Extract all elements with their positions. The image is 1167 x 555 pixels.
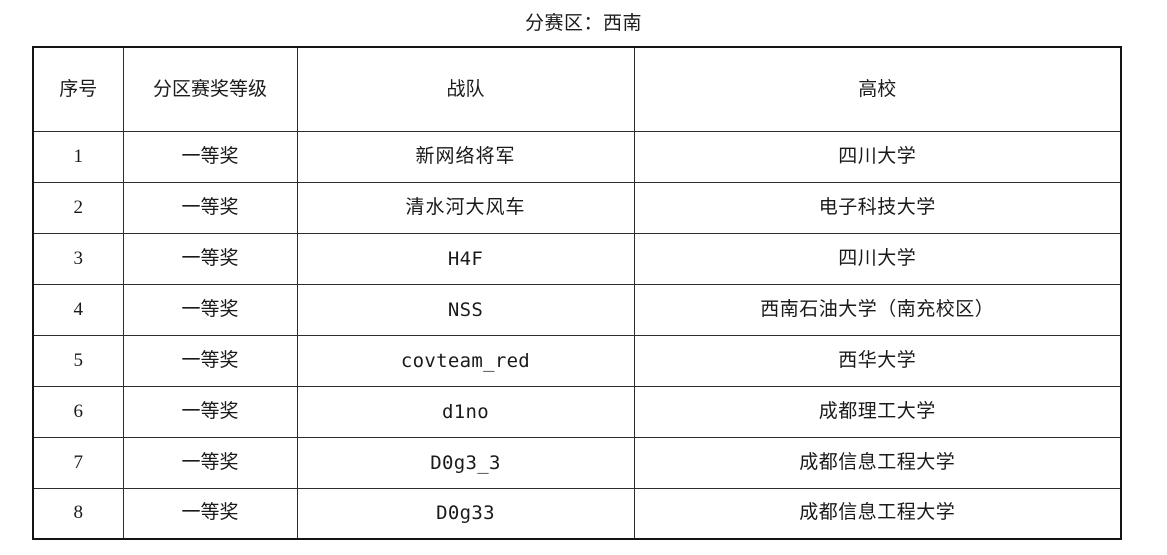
cell-index: 8 — [32, 487, 124, 540]
table-row: 5 一等奖 covteam_red 西华大学 — [32, 334, 1122, 387]
cell-award-level: 一等奖 — [122, 385, 298, 438]
cell-index: 4 — [32, 283, 124, 336]
cell-index: 5 — [32, 334, 124, 387]
column-header-award: 分区赛奖等级 — [122, 46, 298, 132]
cell-index: 1 — [32, 130, 124, 183]
page-title: 分赛区：西南 — [524, 12, 642, 34]
column-header-team: 战队 — [296, 46, 635, 132]
table-row: 7 一等奖 D0g3_3 成都信息工程大学 — [32, 436, 1122, 489]
table-row: 3 一等奖 H4F 四川大学 — [32, 232, 1122, 285]
cell-team-name: H4F — [296, 232, 635, 285]
table-row: 8 一等奖 D0g33 成都信息工程大学 — [32, 487, 1122, 540]
cell-award-level: 一等奖 — [122, 283, 298, 336]
table-header-row: 序号 分区赛奖等级 战队 高校 — [32, 46, 1122, 132]
cell-team-name: covteam_red — [296, 334, 635, 387]
award-table: 序号 分区赛奖等级 战队 高校 1 一等奖 新网络将军 四川大学 2 一等奖 清水河大风车电… — [32, 46, 1122, 540]
cell-team-name: D0g33 — [296, 487, 635, 540]
table-header: 序号 分区赛奖等级 战队 高校 — [32, 46, 1122, 132]
table-body: 1 一等奖 新网络将军 四川大学 2 一等奖 清水河大风车 电子科技大学 3 一等奖 H4F 四川大学… — [32, 130, 1122, 540]
cell-team-name: NSS — [296, 283, 635, 336]
cell-school-name: 四川大学 — [633, 232, 1122, 285]
table-row: 1 一等奖 新网络将军 四川大学 — [32, 130, 1122, 183]
cell-award-level: 一等奖 — [122, 130, 298, 183]
cell-team-name: d1no — [296, 385, 635, 438]
cell-team-name: D0g3_3 — [296, 436, 635, 489]
cell-award-level: 一等奖 — [122, 232, 298, 285]
award-table-container: 序号 分区赛奖等级 战队 高校 1 一等奖 新网络将军 四川大学 2 一等奖 清水河大风车电… — [32, 46, 1122, 540]
column-header-index: 序号 — [32, 46, 124, 132]
cell-school-name: 电子科技大学 — [633, 181, 1122, 234]
column-header-school: 高校 — [633, 46, 1122, 132]
cell-team-name: 清水河大风车 — [296, 181, 635, 234]
cell-index: 7 — [32, 436, 124, 489]
cell-school-name: 成都理工大学 — [633, 385, 1122, 438]
cell-award-level: 一等奖 — [122, 436, 298, 489]
cell-school-name: 成都信息工程大学 — [633, 487, 1122, 540]
cell-school-name: 四川大学 — [633, 130, 1122, 183]
cell-school-name: 西南石油大学（南充校区） — [633, 283, 1122, 336]
cell-index: 2 — [32, 181, 124, 234]
cell-school-name: 成都信息工程大学 — [633, 436, 1122, 489]
table-row: 4 一等奖 NSS 西南石油大学（南充校区） — [32, 283, 1122, 336]
cell-school-name: 西华大学 — [633, 334, 1122, 387]
cell-index: 6 — [32, 385, 124, 438]
table-row: 2 一等奖 清水河大风车 电子科技大学 — [32, 181, 1122, 234]
table-row: 6 一等奖 d1no 成都理工大学 — [32, 385, 1122, 438]
cell-award-level: 一等奖 — [122, 334, 298, 387]
cell-award-level: 一等奖 — [122, 487, 298, 540]
cell-award-level: 一等奖 — [122, 181, 298, 234]
cell-team-name: 新网络将军 — [296, 130, 635, 183]
cell-index: 3 — [32, 232, 124, 285]
